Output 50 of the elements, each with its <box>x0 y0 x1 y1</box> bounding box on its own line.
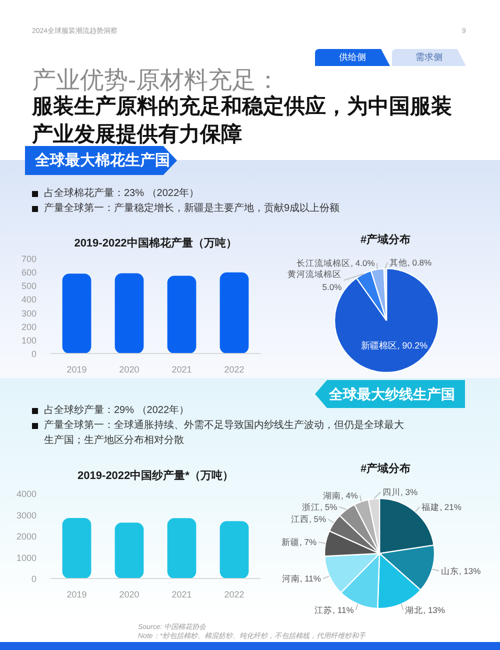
slice-label: 湖北, 13% <box>405 605 446 616</box>
slice-label: 湖南, 4% <box>322 490 358 500</box>
text: 全球最大纱线生产国 <box>315 380 465 408</box>
x-tick-label: 2021 <box>172 364 192 374</box>
x-tick-label: 2019 <box>66 364 87 374</box>
text: 产业优势-原材料充足： <box>32 67 280 94</box>
chart-title: #产域分布 <box>360 462 411 475</box>
text: 全球最大棉花生产国 <box>25 146 177 175</box>
y-tick-label: 300 <box>21 308 37 318</box>
y-tick-label: 0 <box>31 574 37 584</box>
slice-label: 四川, 3% <box>382 487 418 498</box>
y-tick-label: 700 <box>21 254 37 264</box>
slice-label: 浙江, 5% <box>302 502 338 512</box>
y-tick-label: 200 <box>21 322 37 332</box>
y-tick-label: 400 <box>21 294 37 305</box>
y-tick-label: 1000 <box>16 552 37 563</box>
y-tick-label: 0 <box>31 349 37 359</box>
chart-title: 2019-2022中国棉花产量（万吨） <box>74 236 237 250</box>
y-tick-label: 500 <box>21 281 37 292</box>
text: 产量全球第一：产量稳定增长，新疆是主要产地，贡献9成以上份额 <box>44 202 341 216</box>
text: 需求侧 <box>392 49 466 66</box>
y-tick-label: 2000 <box>16 532 37 542</box>
chart-title: #产域分布 <box>360 233 411 246</box>
text: 占全球棉花产量：23% （2022年） <box>44 186 200 201</box>
slice-label: 新疆棉区, 90.2% <box>361 340 428 350</box>
text: 产量全球第一：全球通胀持续、外需不足导致国内纱线生产波动，但仍是全球最大生产国；生产地区分布相对分散 <box>44 418 405 448</box>
y-tick-label: 4000 <box>16 489 37 499</box>
y-tick-label: 600 <box>21 268 37 278</box>
slice-label: 福建, 21% <box>422 502 462 512</box>
x-tick-label: 2020 <box>119 590 140 600</box>
slice-label: 江西, 5% <box>291 514 327 524</box>
x-tick-label: 2021 <box>172 590 192 600</box>
text: 服装生产原料的充足和稳定供应，为中国服装产业发展提供有力保障 <box>32 94 453 148</box>
slice-label: 黄河流域棉区 <box>288 268 342 279</box>
x-tick-label: 2022 <box>224 590 244 600</box>
slice-label: 其他, 0.8% <box>390 257 432 268</box>
y-tick-label: 100 <box>21 335 37 346</box>
slice-label: 河南, 11% <box>282 574 322 584</box>
data-label: 5.0% <box>322 282 342 292</box>
chart-title: 2019-2022中国纱产量*（万吨） <box>78 469 234 482</box>
slice-label: 山东, 13% <box>440 566 482 576</box>
y-tick-label: 3000 <box>16 510 37 520</box>
text: 占全球纱产量：29% （2022年） <box>44 404 190 418</box>
slice-label: 江苏, 11% <box>314 605 354 616</box>
text: 供给侧 <box>315 49 390 66</box>
x-tick-label: 2020 <box>119 364 140 374</box>
slice-label: 长江流域棉区, 4.0% <box>296 258 376 268</box>
slice-label: 新疆, 7% <box>282 537 318 548</box>
x-tick-label: 2022 <box>224 364 244 374</box>
x-tick-label: 2019 <box>66 590 87 600</box>
